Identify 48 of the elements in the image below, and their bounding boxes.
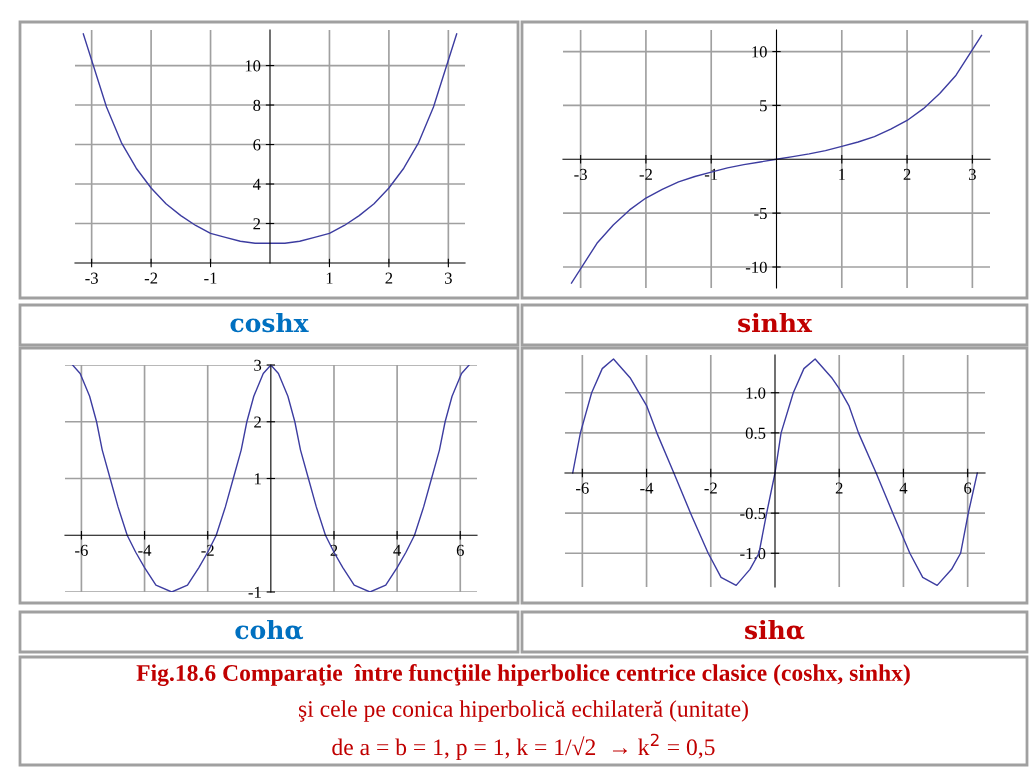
y-tick-label: 6: [253, 139, 261, 151]
y-tick-label: -5: [754, 208, 767, 220]
y-tick-label: 2: [253, 218, 261, 230]
x-tick-label: 6: [456, 544, 464, 557]
x-tick-label: -4: [138, 544, 152, 556]
text: sihα: [745, 619, 805, 640]
y-tick-label: 1.0: [746, 387, 766, 399]
line-series: [570, 34, 983, 284]
x-tick-label: -1: [704, 168, 718, 180]
line-series: [572, 358, 978, 587]
y-tick-label: 1: [254, 473, 261, 485]
x-tick-label: 2: [385, 272, 393, 284]
caption: Fig.18.6 Comparaţie între funcţiile hiperbolice centrice clasice (coshx, sinhx): [136, 664, 910, 686]
text: coshx: [230, 312, 309, 333]
y-tick-label: 0.5: [745, 427, 766, 439]
y-tick-label: -10: [745, 261, 767, 273]
x-tick-label: 3: [969, 168, 976, 181]
y-tick-label: 10: [245, 60, 261, 72]
text: şi cele pe conica hiperbolică echilateră (unitate): [298, 700, 748, 722]
x-tick-label: -4: [640, 482, 654, 494]
x-tick-label: -6: [75, 544, 88, 557]
y-tick-label: 8: [253, 99, 261, 111]
x-tick-label: 4: [899, 482, 908, 494]
text: cohα: [235, 619, 304, 640]
y-tick-label: 4: [252, 178, 261, 190]
y-tick-label: 2: [254, 416, 261, 428]
x-tick-label: -3: [574, 168, 587, 181]
x-tick-label: -1: [204, 272, 217, 284]
text: de a = b = 1, p = 1, k = 1/√2 → k$^{2}$ = 0,5: [332, 733, 715, 760]
x-tick-label: 4: [393, 544, 402, 556]
y-tick-label: -0.5: [740, 507, 766, 520]
x-tick-label: -3: [85, 272, 98, 284]
x-tick-label: -6: [576, 482, 589, 494]
x-tick-label: -2: [144, 272, 158, 284]
x-tick-label: 1: [839, 168, 845, 180]
y-tick-label: 5: [760, 100, 767, 112]
x-tick-label: 2: [835, 482, 843, 494]
x-tick-label: -2: [639, 168, 652, 180]
y-tick-label: 3: [254, 359, 262, 371]
y-tick-label: 10: [752, 46, 767, 58]
text: sinhx: [738, 312, 813, 333]
x-tick-label: 2: [903, 168, 911, 180]
x-tick-label: 6: [964, 482, 972, 494]
line-series: [82, 33, 458, 244]
x-tick-label: -2: [704, 482, 717, 494]
x-tick-label: 1: [326, 272, 333, 284]
y-tick-label: -1: [248, 586, 261, 598]
x-tick-label: 3: [444, 272, 452, 284]
